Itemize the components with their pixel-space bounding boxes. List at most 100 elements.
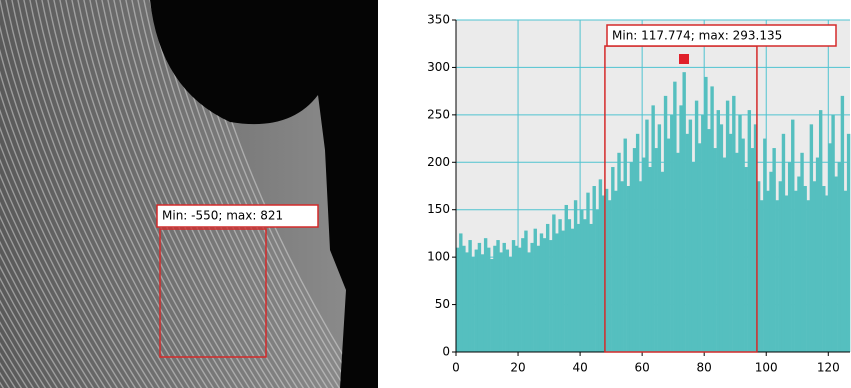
bar — [719, 124, 724, 352]
bar — [483, 238, 488, 352]
bar — [493, 245, 497, 352]
bar — [521, 238, 525, 352]
bar — [626, 186, 631, 352]
image-view: Min: -550; max: 821 — [0, 0, 378, 388]
x-tick-label: 20 — [510, 361, 525, 375]
bar — [840, 95, 845, 352]
stripe — [0, 0, 84, 388]
bar — [722, 157, 727, 352]
bar — [620, 181, 624, 352]
bar — [763, 138, 767, 352]
bar — [797, 176, 801, 352]
bar — [682, 72, 686, 352]
stripe — [0, 0, 138, 388]
bar — [769, 171, 773, 352]
bar — [791, 119, 795, 352]
bar — [688, 119, 693, 352]
bar — [511, 240, 516, 352]
bar — [530, 242, 534, 352]
bar — [589, 223, 593, 352]
bar — [825, 195, 829, 352]
histogram: 0 50 100 150 200 250 300 350 0 20 40 60 80 100 120 Min:… — [427, 13, 851, 375]
bar — [747, 110, 752, 352]
bar — [843, 190, 848, 352]
bar — [713, 148, 717, 352]
bar — [456, 247, 460, 352]
bar — [601, 195, 606, 352]
bar — [725, 100, 730, 352]
bar — [536, 245, 541, 352]
bar — [459, 233, 463, 352]
bar — [539, 233, 544, 352]
bar — [815, 157, 820, 352]
y-tick-label: 350 — [427, 13, 450, 27]
bar — [639, 181, 643, 352]
bar — [772, 148, 776, 352]
y-tick-label: 50 — [435, 297, 450, 311]
bar — [679, 105, 683, 352]
stripe — [0, 0, 72, 388]
bar — [818, 110, 823, 352]
stripe — [0, 0, 114, 388]
bar — [794, 190, 798, 352]
bar — [471, 257, 475, 352]
stripe — [0, 0, 54, 388]
selection-label-box — [606, 24, 837, 47]
bar — [518, 247, 522, 352]
bar — [738, 114, 742, 352]
bar — [533, 228, 537, 352]
x-tick-label: 100 — [755, 361, 778, 375]
stripe — [0, 0, 132, 388]
stripe — [0, 0, 36, 388]
bar — [614, 190, 618, 352]
bar — [608, 200, 612, 352]
bar — [809, 124, 814, 352]
bar — [741, 138, 745, 352]
x-tick-label: 120 — [817, 361, 840, 375]
bar — [642, 157, 646, 352]
bar — [487, 247, 491, 352]
bar — [666, 138, 671, 352]
bar — [490, 259, 494, 352]
bar — [632, 148, 637, 352]
bar — [468, 240, 472, 352]
bar — [750, 148, 755, 352]
bar — [673, 81, 677, 352]
stripe — [0, 0, 120, 388]
bar — [480, 254, 485, 352]
bar — [542, 238, 547, 352]
bar — [781, 133, 786, 352]
bar — [775, 200, 779, 352]
bar — [657, 124, 662, 352]
bar — [474, 249, 479, 352]
y-tick-label: 0 — [442, 345, 450, 359]
stripe — [0, 0, 156, 388]
bar — [831, 114, 835, 352]
stripe — [0, 0, 162, 388]
bar — [465, 252, 469, 352]
bar — [462, 245, 466, 352]
x-tick-label: 60 — [635, 361, 650, 375]
bar — [834, 176, 838, 352]
stripe — [0, 0, 96, 388]
selection-handle — [679, 54, 689, 64]
bar — [654, 148, 658, 352]
bar — [558, 219, 562, 352]
bar — [732, 95, 736, 352]
stripe — [0, 0, 102, 388]
bar — [676, 152, 680, 352]
roi-box — [159, 228, 267, 358]
bar — [623, 138, 627, 352]
bar — [580, 209, 584, 352]
stripe — [9, 0, 186, 388]
stripe — [0, 0, 168, 388]
stripe — [0, 0, 48, 388]
bar — [527, 252, 531, 352]
y-tick-label: 100 — [427, 250, 450, 264]
bar — [545, 223, 550, 352]
bar — [549, 240, 553, 352]
stripe — [0, 0, 42, 388]
roi-label-box — [156, 204, 319, 228]
bar — [766, 190, 770, 352]
stripe — [0, 0, 174, 388]
